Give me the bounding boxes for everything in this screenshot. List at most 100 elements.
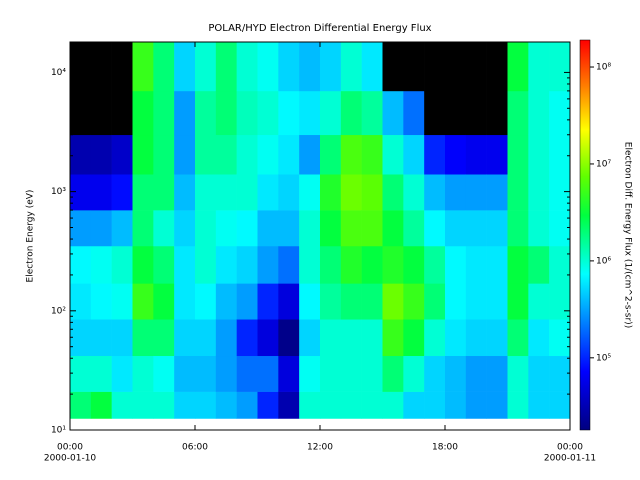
flux-cell: [111, 134, 133, 175]
flux-cell: [278, 283, 300, 320]
flux-cell: [195, 283, 217, 320]
flux-cell: [236, 210, 258, 247]
flux-cell: [90, 391, 112, 419]
flux-cell: [195, 90, 217, 136]
y-tick-label: 10⁴: [51, 68, 66, 78]
flux-cell: [174, 134, 196, 175]
flux-cell: [361, 391, 383, 419]
flux-cell: [278, 391, 300, 419]
flux-cell: [132, 210, 154, 247]
flux-cell: [132, 283, 154, 320]
flux-cell: [320, 391, 342, 419]
flux-cell: [195, 355, 217, 392]
flux-cell: [195, 42, 217, 92]
flux-cell: [528, 245, 550, 284]
flux-cell: [299, 174, 321, 211]
flux-cell: [361, 319, 383, 357]
flux-cell: [507, 355, 529, 392]
flux-cell: [445, 90, 467, 136]
flux-cell: [507, 90, 529, 136]
flux-cell: [257, 391, 279, 419]
flux-cell: [70, 90, 92, 136]
flux-cell: [320, 42, 342, 92]
flux-cell: [215, 283, 237, 320]
flux-cell: [153, 319, 175, 357]
flux-cell: [278, 174, 300, 211]
flux-cell: [299, 283, 321, 320]
flux-cell: [445, 134, 467, 175]
x-tick-label: 00:00: [557, 443, 583, 453]
flux-cell: [361, 134, 383, 175]
flux-cell: [257, 355, 279, 392]
flux-cell: [111, 42, 133, 92]
x-tick-label: 06:00: [182, 443, 208, 453]
flux-cell: [70, 283, 92, 320]
y-tick-label: 10³: [51, 187, 66, 197]
flux-cell: [340, 42, 362, 92]
flux-cell: [153, 90, 175, 136]
flux-cell: [549, 319, 571, 357]
flux-cell: [153, 245, 175, 284]
flux-cell: [424, 210, 446, 247]
flux-cell: [195, 134, 217, 175]
flux-cell: [361, 283, 383, 320]
flux-cell: [382, 210, 404, 247]
x-tick-label: 00:00: [57, 443, 83, 453]
flux-cell: [90, 245, 112, 284]
flux-cell: [340, 245, 362, 284]
flux-cell: [215, 355, 237, 392]
flux-cell: [382, 134, 404, 175]
flux-cell: [195, 210, 217, 247]
flux-cell: [90, 174, 112, 211]
flux-cell: [236, 245, 258, 284]
flux-cell: [174, 319, 196, 357]
flux-cell: [90, 134, 112, 175]
flux-cell: [257, 174, 279, 211]
flux-cell: [549, 42, 571, 92]
flux-cell: [132, 245, 154, 284]
flux-cell: [278, 210, 300, 247]
flux-cell: [132, 134, 154, 175]
flux-cell: [299, 90, 321, 136]
flux-cell: [340, 210, 362, 247]
flux-cell: [340, 391, 362, 419]
flux-cell: [486, 134, 508, 175]
flux-cell: [215, 391, 237, 419]
flux-cell: [111, 319, 133, 357]
flux-cell: [236, 391, 258, 419]
flux-cell: [257, 210, 279, 247]
flux-cell: [445, 174, 467, 211]
flux-cell: [528, 355, 550, 392]
flux-cell: [215, 90, 237, 136]
flux-cell: [549, 90, 571, 136]
flux-cell: [320, 319, 342, 357]
flux-cell: [236, 174, 258, 211]
flux-cell: [486, 391, 508, 419]
flux-cell: [340, 90, 362, 136]
flux-cell: [215, 245, 237, 284]
flux-cell: [340, 283, 362, 320]
flux-cell: [403, 42, 425, 92]
flux-cell: [236, 319, 258, 357]
flux-cell: [445, 42, 467, 92]
flux-cell: [549, 134, 571, 175]
flux-cell: [403, 391, 425, 419]
flux-cell: [320, 283, 342, 320]
y-tick-label: 10¹: [51, 426, 66, 436]
flux-cell: [174, 391, 196, 419]
flux-cell: [361, 355, 383, 392]
flux-cell: [382, 319, 404, 357]
flux-cell: [111, 245, 133, 284]
flux-cell: [90, 319, 112, 357]
flux-cell: [528, 391, 550, 419]
flux-cell: [424, 391, 446, 419]
flux-cell: [257, 134, 279, 175]
flux-cell: [361, 42, 383, 92]
flux-cell: [445, 245, 467, 284]
flux-cell: [507, 210, 529, 247]
flux-cell: [424, 42, 446, 92]
flux-cell: [486, 283, 508, 320]
flux-cell: [320, 174, 342, 211]
flux-cell: [153, 210, 175, 247]
